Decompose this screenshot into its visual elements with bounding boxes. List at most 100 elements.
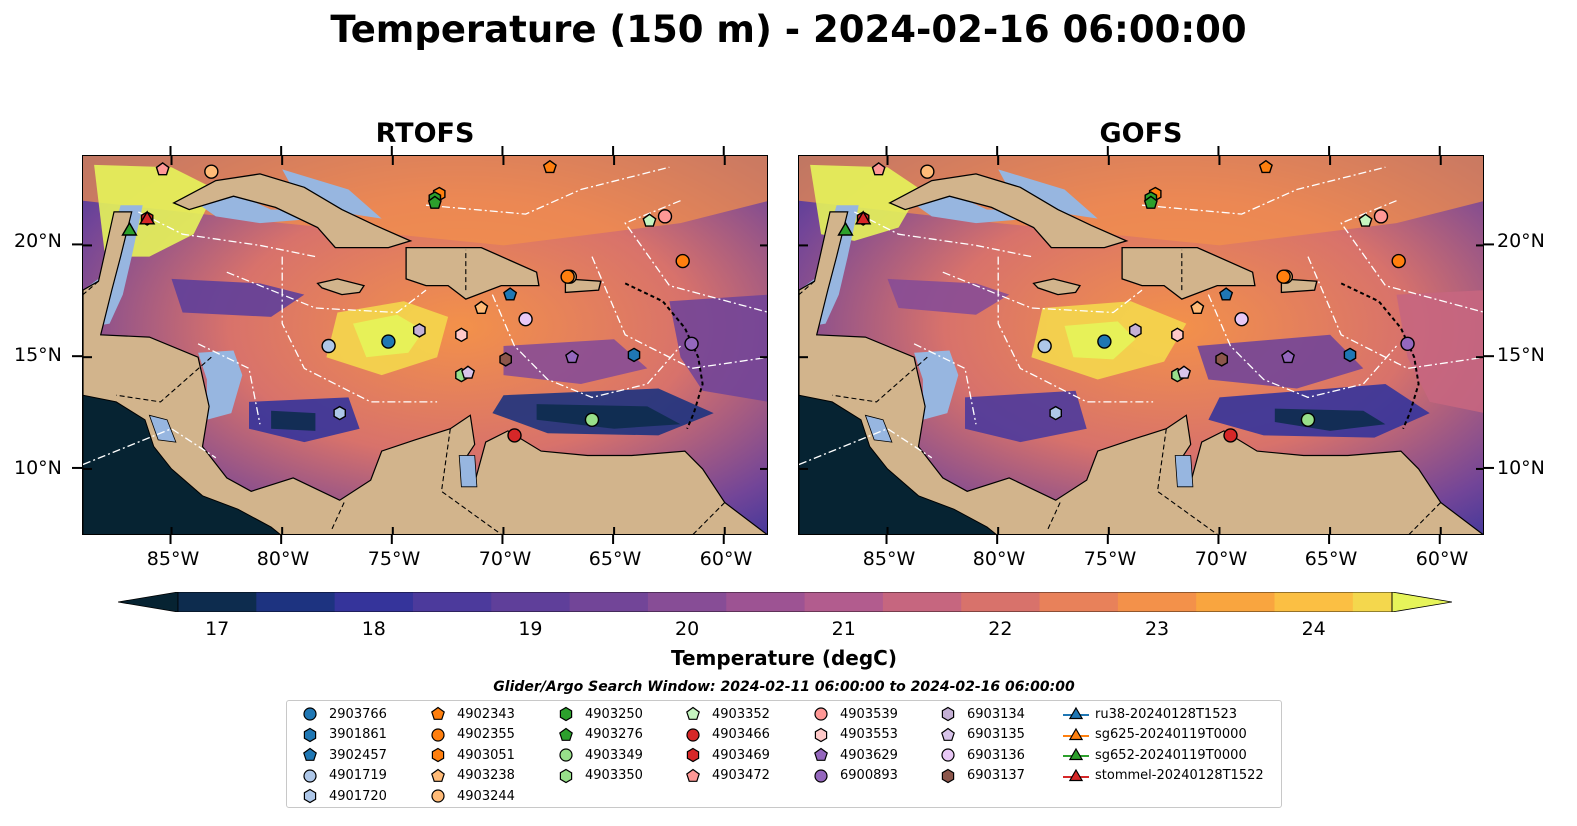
float-6900893[interactable] (684, 336, 699, 351)
float-4903352[interactable] (1358, 213, 1373, 227)
legend-marker-icon (1063, 706, 1089, 720)
float-6903135[interactable] (1177, 365, 1192, 379)
legend-label: 6903137 (967, 768, 1025, 783)
legend-label: sg625-20240119T0000 (1095, 727, 1247, 742)
float-4902343[interactable] (542, 159, 557, 174)
legend-item: 4903539 (808, 704, 898, 724)
temperature-contour (536, 404, 681, 429)
lon-tick-65w-gofs: 65°W (1304, 548, 1358, 570)
float-4903466[interactable] (507, 428, 522, 443)
legend-item: sg652-20240119T0000 (1063, 745, 1247, 765)
legend-label: 4903469 (712, 747, 770, 763)
float-3902457[interactable] (503, 287, 518, 301)
legend-label: 4903276 (585, 727, 643, 742)
float-4903352[interactable] (642, 213, 657, 227)
lat-tick-10n-left: 10°N (14, 457, 62, 479)
lat-tick-10n-right: 10°N (1497, 457, 1545, 479)
float-4901720[interactable] (1049, 405, 1062, 421)
legend-item: 6903136 (935, 745, 1025, 765)
legend-marker-icon (1063, 727, 1089, 740)
float-4903238[interactable] (474, 300, 489, 315)
float-3902457[interactable] (1219, 287, 1234, 301)
float-6900893[interactable] (1400, 336, 1415, 351)
glider-stommel[interactable] (854, 210, 872, 225)
float-4903466[interactable] (1223, 428, 1238, 443)
float-6903134[interactable] (1129, 323, 1142, 338)
lon-tick-60w-gofs: 60°W (1415, 548, 1469, 570)
float-4901719[interactable] (1037, 338, 1052, 354)
glider-stommel[interactable] (138, 210, 156, 225)
float-4903349[interactable] (1300, 412, 1316, 427)
float-4903472[interactable] (871, 162, 886, 176)
float-4903276[interactable] (427, 195, 442, 209)
legend-label: 4902355 (457, 727, 515, 742)
legend-marker-icon (941, 706, 955, 722)
colorbar-tick: 22 (988, 618, 1013, 640)
map-rtofs[interactable] (82, 155, 768, 535)
float-4903238[interactable] (1190, 300, 1205, 315)
lon-tick-60w-rtofs: 60°W (699, 548, 753, 570)
float-6903134[interactable] (413, 323, 426, 338)
colorbar-tick: 19 (518, 618, 543, 640)
legend-marker-icon (941, 727, 955, 741)
float-4903244[interactable] (204, 164, 219, 179)
legend-marker-icon (559, 748, 573, 762)
legend-marker-icon (303, 788, 317, 804)
float-4903553[interactable] (1171, 327, 1184, 343)
eez-boundary (1340, 200, 1483, 313)
float-2903766[interactable] (381, 334, 396, 349)
glider-sg652[interactable] (121, 221, 138, 236)
legend-label: ru38-20240128T1523 (1095, 706, 1238, 722)
map-gofs[interactable] (798, 155, 1484, 535)
float-4902355[interactable] (560, 269, 575, 284)
legend-label: 4903349 (585, 747, 643, 763)
float-4903244[interactable] (920, 164, 935, 179)
float-6903136[interactable] (1234, 311, 1249, 327)
figure-title: Temperature (150 m) - 2024-02-16 06:00:0… (330, 8, 1247, 51)
colorbar-lower-extend (118, 592, 179, 612)
legend-label: stommel-20240128T1522 (1095, 768, 1264, 783)
float-4903276[interactable] (1143, 195, 1158, 209)
float-4901719[interactable] (321, 338, 336, 354)
legend-item: 4903629 (808, 745, 898, 765)
float-6903135[interactable] (461, 365, 476, 379)
float-4901720[interactable] (333, 405, 346, 421)
float-6903136[interactable] (518, 311, 533, 327)
float-6903137[interactable] (1215, 352, 1228, 367)
temperature-contour (271, 410, 316, 431)
float-3901861[interactable] (1343, 347, 1357, 363)
panel-title-gofs: GOFS (1099, 118, 1183, 149)
float-6903137[interactable] (499, 352, 512, 367)
float-4902343[interactable] (1258, 159, 1273, 174)
float-4902355[interactable] (1276, 269, 1291, 284)
legend-label: 4903553 (840, 727, 898, 742)
legend-item: 4903472 (680, 766, 770, 786)
legend-label: 4902343 (457, 706, 515, 722)
country-border (1046, 502, 1061, 532)
legend-item: 6903137 (935, 766, 1025, 786)
legend-marker-icon (303, 707, 317, 721)
eez-boundary (624, 200, 767, 313)
legend-label: 4901720 (329, 788, 387, 804)
temperature-contour (1197, 334, 1364, 389)
float-3901861[interactable] (627, 347, 641, 363)
legend-marker-icon (686, 706, 700, 720)
float-2903766[interactable] (1097, 334, 1112, 349)
lesser-antilles (1340, 282, 1420, 430)
legend-marker-icon (431, 789, 445, 803)
float-4903539[interactable] (657, 209, 673, 224)
float-4902355[interactable] (1391, 253, 1406, 269)
legend-item: 4903469 (680, 745, 770, 765)
float-4903349[interactable] (584, 412, 600, 427)
panel-title-rtofs: RTOFS (375, 118, 475, 149)
country-border (440, 428, 502, 534)
legend-marker-icon (431, 768, 445, 782)
float-4903472[interactable] (155, 162, 170, 176)
glider-sg652[interactable] (837, 221, 854, 236)
float-4903629[interactable] (1281, 349, 1296, 364)
float-4903539[interactable] (1373, 209, 1389, 224)
float-4903629[interactable] (565, 349, 580, 364)
float-4902355[interactable] (675, 253, 690, 269)
float-4903553[interactable] (455, 327, 468, 343)
eez-boundary (854, 211, 1032, 258)
